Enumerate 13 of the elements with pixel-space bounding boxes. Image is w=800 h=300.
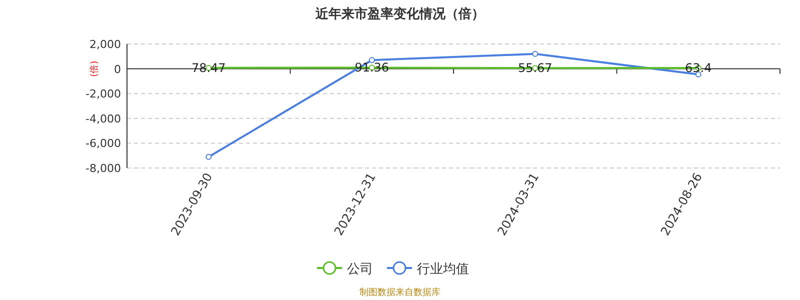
y-tick-label: -2,000 [86, 88, 121, 101]
y-axis-title: (倍) [89, 60, 100, 77]
y-tick-label: 0 [114, 62, 121, 76]
legend-label: 行业均值 [417, 262, 469, 277]
y-tick-label: -6,000 [86, 137, 121, 150]
y-tick-label: 2,000 [90, 38, 121, 51]
point [532, 50, 538, 57]
chart-title: 近年来市盈率变化情况（倍） [314, 6, 484, 22]
text: 制图数据来自数据库 [360, 287, 440, 298]
y-tick-label: -4,000 [86, 112, 121, 126]
point [206, 154, 212, 160]
y-tick-label: -8,000 [86, 162, 121, 175]
legend-label: 公司 [347, 262, 373, 277]
